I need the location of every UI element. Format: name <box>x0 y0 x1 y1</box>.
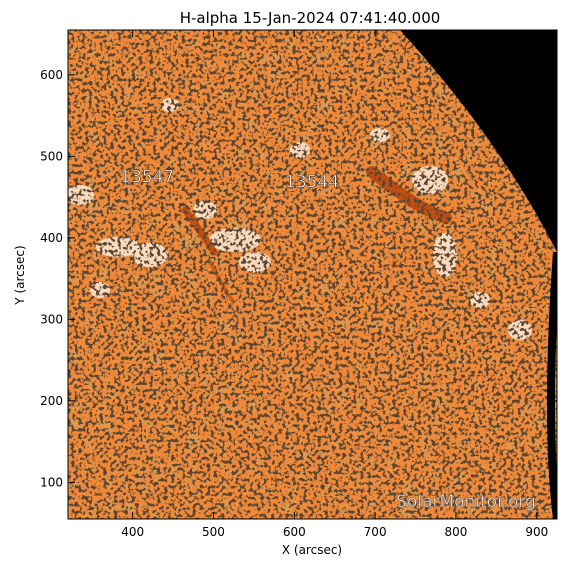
solarmonitor-watermark: SolarMonitor.org <box>396 492 536 512</box>
x-tick-label: 500 <box>202 525 225 539</box>
plot-frame <box>67 29 558 520</box>
x-tick-label: 600 <box>283 525 306 539</box>
y-tick-label: 300 <box>40 312 63 326</box>
active-region-label: 13544 <box>285 172 339 192</box>
y-tick-label: 200 <box>40 394 63 408</box>
x-axis: 400 500 600 700 800 900 <box>121 30 548 539</box>
x-tick-label: 800 <box>445 525 468 539</box>
x-tick-label: 400 <box>121 525 144 539</box>
y-axis: 100 200 300 400 500 600 <box>40 68 557 489</box>
active-region-labels: 13547 13544 <box>120 167 339 192</box>
y-tick-label: 600 <box>40 68 63 82</box>
x-tick-label: 900 <box>525 525 548 539</box>
off-limb-space <box>400 30 557 519</box>
y-tick-label: 400 <box>40 231 63 245</box>
y-axis-label: Y (arcsec) <box>13 245 27 305</box>
x-axis-label: X (arcsec) <box>282 543 342 557</box>
y-tick-label: 500 <box>40 149 63 163</box>
y-tick-label: 100 <box>40 475 63 489</box>
x-tick-label: 700 <box>364 525 387 539</box>
active-region-label: 13547 <box>120 167 174 187</box>
image-title: H-alpha 15-Jan-2024 07:41:40.000 <box>180 9 441 27</box>
